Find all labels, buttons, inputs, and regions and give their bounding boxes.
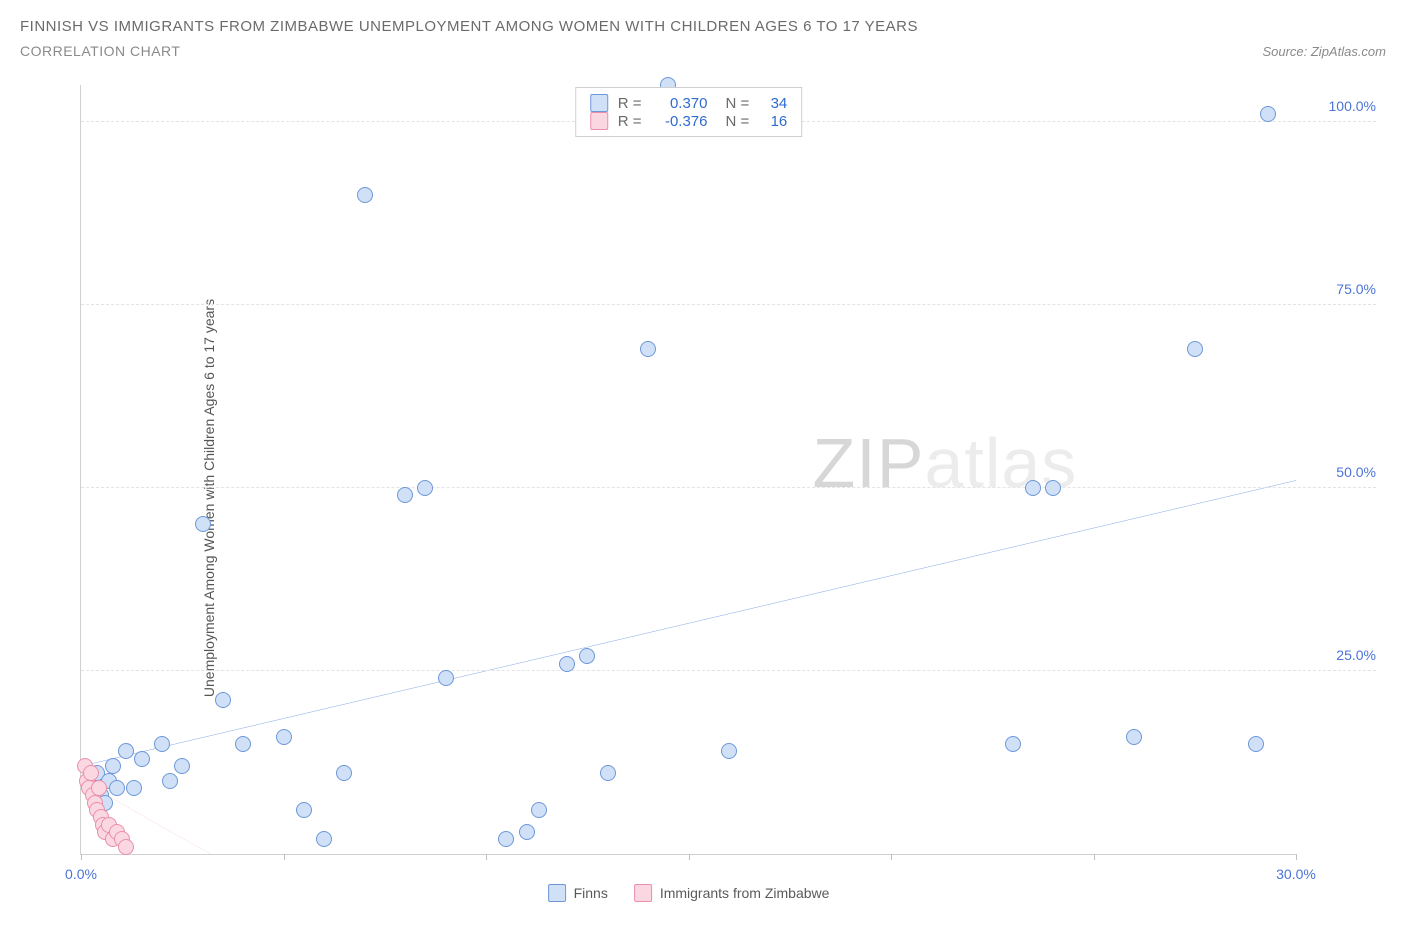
data-point-finns bbox=[559, 656, 575, 672]
chart-title: FINNISH VS IMMIGRANTS FROM ZIMBABWE UNEM… bbox=[0, 0, 1406, 43]
data-point-finns bbox=[1005, 736, 1021, 752]
data-point-finns bbox=[162, 773, 178, 789]
data-point-finns bbox=[531, 802, 547, 818]
y-tick-label: 100.0% bbox=[1306, 98, 1376, 114]
data-point-finns bbox=[579, 648, 595, 664]
data-point-finns bbox=[296, 802, 312, 818]
data-point-finns bbox=[417, 480, 433, 496]
x-tick-label: 30.0% bbox=[1276, 866, 1316, 882]
legend-swatch-zimbabwe bbox=[590, 112, 608, 130]
x-tick-mark bbox=[891, 854, 892, 860]
source-attribution: Source: ZipAtlas.com bbox=[1262, 44, 1386, 59]
legend-swatch-finns bbox=[590, 94, 608, 112]
data-point-finns bbox=[276, 729, 292, 745]
x-tick-mark bbox=[81, 854, 82, 860]
data-point-finns bbox=[109, 780, 125, 796]
data-point-finns bbox=[126, 780, 142, 796]
data-point-zimbabwe bbox=[118, 839, 134, 855]
trend-line-finns bbox=[81, 480, 1296, 766]
data-point-finns bbox=[438, 670, 454, 686]
stat-n-value: 16 bbox=[759, 113, 787, 130]
data-point-finns bbox=[498, 831, 514, 847]
stats-row-finns: R = 0.370 N = 34 bbox=[590, 94, 788, 112]
data-point-finns bbox=[1025, 480, 1041, 496]
data-point-finns bbox=[174, 758, 190, 774]
data-point-finns bbox=[600, 765, 616, 781]
data-point-finns bbox=[336, 765, 352, 781]
stat-r-label: R = bbox=[618, 113, 642, 130]
y-tick-label: 50.0% bbox=[1306, 464, 1376, 480]
legend-item-zimbabwe: Immigrants from Zimbabwe bbox=[634, 884, 830, 902]
x-tick-label: 0.0% bbox=[65, 866, 97, 882]
source-name: ZipAtlas.com bbox=[1311, 44, 1386, 59]
gridline-h bbox=[81, 487, 1376, 488]
y-tick-label: 25.0% bbox=[1306, 647, 1376, 663]
y-tick-label: 75.0% bbox=[1306, 281, 1376, 297]
data-point-finns bbox=[1187, 341, 1203, 357]
legend-swatch-zimbabwe bbox=[634, 884, 652, 902]
subtitle-row: CORRELATION CHART Source: ZipAtlas.com bbox=[0, 43, 1406, 71]
data-point-finns bbox=[1126, 729, 1142, 745]
x-tick-mark bbox=[689, 854, 690, 860]
stat-r-value: 0.370 bbox=[652, 95, 708, 112]
data-point-finns bbox=[1260, 106, 1276, 122]
data-point-finns bbox=[215, 692, 231, 708]
legend-item-finns: Finns bbox=[548, 884, 608, 902]
data-point-finns bbox=[397, 487, 413, 503]
chart-subtitle: CORRELATION CHART bbox=[20, 43, 180, 59]
legend-label: Finns bbox=[574, 885, 608, 901]
data-point-finns bbox=[1248, 736, 1264, 752]
data-point-finns bbox=[134, 751, 150, 767]
x-tick-mark bbox=[1296, 854, 1297, 860]
source-prefix: Source: bbox=[1262, 44, 1310, 59]
legend: Finns Immigrants from Zimbabwe bbox=[548, 884, 830, 902]
stats-row-zimbabwe: R = -0.376 N = 16 bbox=[590, 112, 788, 130]
x-tick-mark bbox=[1094, 854, 1095, 860]
trend-lines bbox=[81, 85, 1296, 854]
gridline-h bbox=[81, 670, 1376, 671]
stat-n-value: 34 bbox=[759, 95, 787, 112]
legend-label: Immigrants from Zimbabwe bbox=[660, 885, 830, 901]
data-point-finns bbox=[519, 824, 535, 840]
stat-n-label: N = bbox=[726, 95, 750, 112]
legend-swatch-finns bbox=[548, 884, 566, 902]
data-point-finns bbox=[105, 758, 121, 774]
data-point-finns bbox=[195, 516, 211, 532]
data-point-zimbabwe bbox=[91, 780, 107, 796]
data-point-finns bbox=[235, 736, 251, 752]
plot-region: ZIPatlas R =0.370N =34R =-0.376N =16 Fin… bbox=[80, 85, 1296, 855]
stat-r-label: R = bbox=[618, 95, 642, 112]
data-point-finns bbox=[640, 341, 656, 357]
data-point-finns bbox=[316, 831, 332, 847]
chart-area: Unemployment Among Women with Children A… bbox=[20, 85, 1386, 910]
x-tick-mark bbox=[486, 854, 487, 860]
data-point-finns bbox=[118, 743, 134, 759]
data-point-finns bbox=[357, 187, 373, 203]
data-point-finns bbox=[1045, 480, 1061, 496]
x-tick-mark bbox=[284, 854, 285, 860]
gridline-h bbox=[81, 304, 1376, 305]
data-point-zimbabwe bbox=[83, 765, 99, 781]
stat-n-label: N = bbox=[726, 113, 750, 130]
data-point-finns bbox=[721, 743, 737, 759]
data-point-finns bbox=[154, 736, 170, 752]
stat-r-value: -0.376 bbox=[652, 113, 708, 130]
correlation-stats-box: R = 0.370 N = 34 R = -0.376 N = 16 bbox=[575, 87, 803, 137]
